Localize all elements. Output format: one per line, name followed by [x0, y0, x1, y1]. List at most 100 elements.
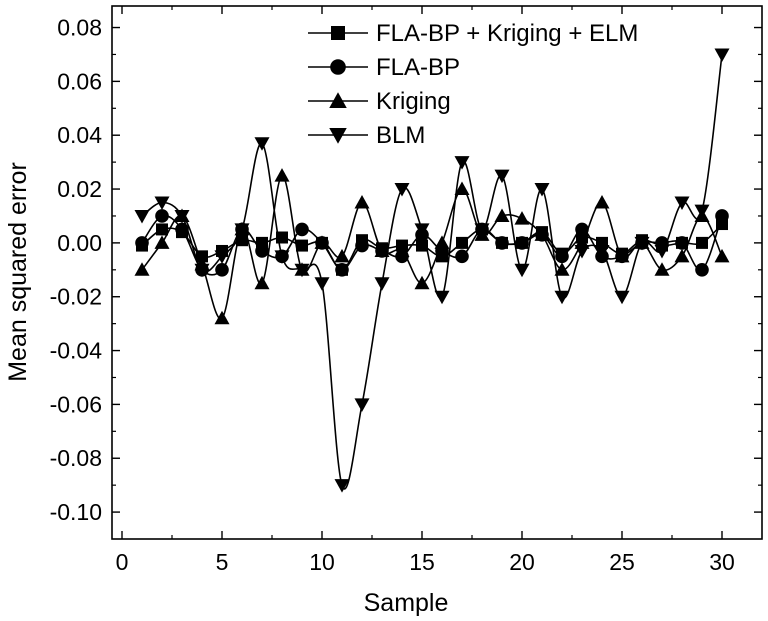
- legend-marker: [331, 26, 345, 40]
- data-point: [575, 222, 589, 237]
- data-point: [135, 236, 149, 250]
- data-point: [234, 223, 250, 237]
- y-tick-label: 0.08: [57, 15, 102, 41]
- data-point: [295, 222, 309, 237]
- data-point: [654, 244, 670, 259]
- data-point: [314, 277, 330, 291]
- y-tick-label: 0.04: [57, 122, 102, 148]
- data-point: [414, 275, 430, 290]
- data-point: [334, 479, 350, 493]
- y-tick-label: -0.06: [50, 391, 102, 417]
- y-tick-label: -0.02: [50, 284, 102, 310]
- data-point: [254, 137, 270, 151]
- x-tick-label: 25: [609, 549, 635, 575]
- series-3: [134, 48, 730, 493]
- legend-marker: [329, 128, 347, 144]
- data-point: [514, 211, 530, 225]
- data-point: [674, 196, 690, 211]
- x-tick-label: 20: [509, 549, 535, 575]
- series-line: [141, 54, 723, 490]
- data-point: [274, 168, 290, 182]
- data-point: [594, 195, 610, 209]
- plot-frame: [111, 5, 763, 540]
- data-point: [634, 236, 650, 251]
- data-point: [354, 195, 370, 209]
- data-point: [296, 239, 308, 252]
- data-point: [456, 236, 468, 249]
- y-tick-label: -0.08: [50, 445, 102, 471]
- x-tick-label: 10: [309, 549, 335, 575]
- y-tick-label: -0.04: [50, 338, 103, 364]
- data-point: [154, 235, 170, 249]
- data-point: [674, 248, 690, 263]
- data-point: [515, 236, 529, 250]
- data-point: [614, 290, 630, 305]
- data-point: [374, 243, 390, 257]
- legend-item: FLA-BP: [308, 54, 460, 81]
- y-axis-title: Mean squared error: [4, 162, 32, 382]
- data-point: [474, 223, 490, 237]
- data-point: [434, 290, 450, 305]
- legend-label: FLA-BP + Kriging + ELM: [376, 20, 638, 47]
- data-point: [714, 48, 730, 62]
- legend-item: BLM: [308, 122, 425, 149]
- data-point: [274, 250, 290, 264]
- data-point: [555, 249, 569, 264]
- data-point: [454, 156, 470, 170]
- series-layer: [134, 48, 730, 493]
- data-point: [374, 277, 390, 291]
- data-point: [694, 204, 710, 219]
- data-point: [414, 223, 430, 237]
- data-point: [675, 236, 689, 250]
- data-point: [654, 262, 670, 276]
- y-tick-label: 0.02: [57, 176, 102, 202]
- data-point: [134, 209, 150, 224]
- data-point: [514, 263, 530, 278]
- data-point: [554, 262, 570, 276]
- data-point: [335, 263, 349, 277]
- y-tick-label: 0.06: [57, 68, 102, 94]
- legend-marker: [330, 59, 346, 75]
- data-point: [495, 236, 509, 250]
- data-point: [534, 183, 550, 197]
- data-point: [696, 236, 708, 249]
- data-point: [494, 169, 510, 184]
- legend-label: Kriging: [376, 88, 451, 115]
- data-point: [254, 275, 270, 290]
- data-point: [695, 263, 709, 277]
- data-point: [155, 209, 169, 223]
- legend-label: BLM: [376, 122, 425, 149]
- data-point: [294, 263, 310, 278]
- data-point: [534, 227, 550, 241]
- data-point: [214, 310, 230, 325]
- data-point: [355, 238, 369, 253]
- data-point: [196, 250, 208, 263]
- axes-layer: 0 5 10 15 20 25 30 0.08 0.06 0.04 0.02 0.00 -0.02 -0.…: [50, 6, 762, 575]
- y-tick-label: -0.10: [50, 499, 102, 525]
- data-point: [314, 235, 330, 249]
- x-tick-label: 30: [709, 549, 735, 575]
- data-point: [574, 244, 590, 259]
- data-point: [714, 248, 730, 263]
- series-2: [134, 168, 730, 325]
- data-point: [434, 235, 450, 249]
- data-point: [334, 248, 350, 263]
- legend-marker: [329, 92, 347, 108]
- data-point: [554, 290, 570, 305]
- x-axis-title: Sample: [364, 589, 449, 617]
- data-point: [215, 263, 229, 277]
- data-point: [154, 196, 170, 211]
- data-point: [174, 209, 190, 224]
- x-tick-label: 15: [409, 549, 435, 575]
- data-point: [354, 398, 370, 412]
- legend-item: FLA-BP + Kriging + ELM: [308, 20, 638, 47]
- data-point: [715, 209, 729, 223]
- x-tick-label: 5: [216, 549, 229, 575]
- data-point: [394, 243, 410, 257]
- y-tick-label: 0.00: [57, 230, 102, 256]
- legend: FLA-BP + Kriging + ELM FLA-BP Kriging BLM: [308, 20, 638, 149]
- data-point: [134, 262, 150, 276]
- data-point: [594, 244, 610, 259]
- data-point: [494, 208, 510, 222]
